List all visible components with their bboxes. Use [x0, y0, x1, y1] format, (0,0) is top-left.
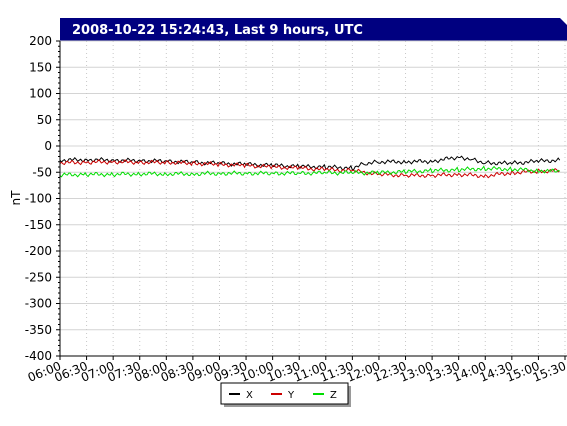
- y-tick-label: -350: [25, 323, 52, 337]
- y-tick-label: -100: [25, 192, 52, 206]
- series-line-z: [59, 165, 560, 178]
- y-tick-label: 200: [29, 34, 52, 48]
- y-tick-label: 150: [29, 60, 52, 74]
- y-tick-label: 50: [37, 113, 52, 127]
- y-axis-label: nT: [9, 190, 23, 206]
- y-tick-label: -300: [25, 297, 52, 311]
- legend-items: X Y Z: [229, 390, 337, 401]
- legend-label-z: Z: [330, 390, 337, 401]
- y-tick-label: -250: [25, 270, 52, 284]
- vertical-gridlines: [86, 41, 566, 356]
- series-line-y: [59, 159, 560, 179]
- legend: X Y Z: [220, 382, 351, 407]
- chart-title: 2008-10-22 15:24:43, Last 9 hours, UTC: [72, 23, 363, 38]
- y-tick-label: -400: [25, 349, 52, 363]
- title-bar-background: [60, 18, 567, 41]
- title-bar: 2008-10-22 15:24:43, Last 9 hours, UTC: [60, 18, 567, 41]
- y-tick-label: -200: [25, 244, 52, 258]
- y-axis-ticks: 200 150 100 50 0 -50 -100 -150 -200 -250 -300 -350 -…: [25, 34, 60, 363]
- y-tick-label: 0: [44, 139, 52, 153]
- legend-label-y: Y: [287, 390, 295, 401]
- series-layer: [59, 155, 561, 179]
- series-line-x: [59, 155, 561, 171]
- y-tick-label: 100: [29, 87, 52, 101]
- horizontal-gridlines: [60, 40, 567, 331]
- legend-box: [220, 382, 349, 405]
- y-tick-label: -150: [25, 218, 52, 232]
- legend-label-x: X: [246, 390, 253, 401]
- y-tick-label: -50: [32, 165, 52, 179]
